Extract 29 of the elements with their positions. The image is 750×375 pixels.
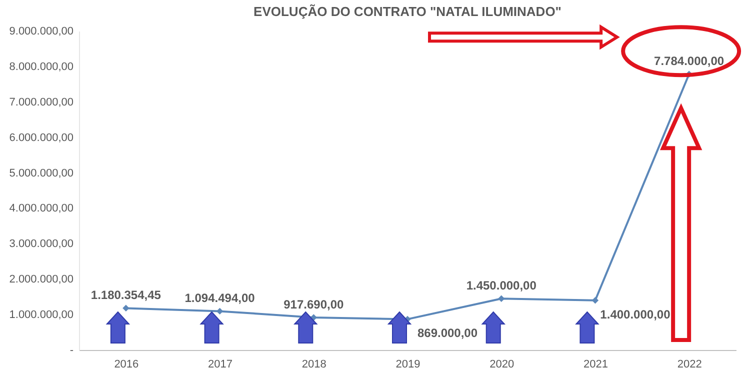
data-label: 917.690,00 [284, 297, 344, 312]
data-label: 1.180.354,45 [90, 288, 162, 302]
data-label: 1.400.000,00 [600, 307, 671, 322]
point [592, 297, 599, 304]
x-tick-label: 2020 [490, 358, 514, 370]
x-tick-label: 2017 [208, 358, 233, 370]
x-tick-label: 2022 [677, 358, 702, 370]
point [122, 304, 130, 312]
chart-title: EVOLUÇÃO DO CONTRATO "NATAL ILUMINADO" [254, 4, 562, 19]
y-tick-label: 8.000.000,00 [9, 60, 74, 73]
x-tick-label: 2019 [396, 358, 420, 370]
x-tick-label: 2018 [302, 358, 326, 370]
data-label: 1.450.000,00 [466, 278, 537, 293]
y-tick-label: 4.000.000,00 [9, 202, 74, 215]
point [216, 308, 224, 315]
data-label: 1.094.494,00 [184, 291, 256, 306]
point [498, 295, 505, 302]
y-tick-label: - [70, 344, 74, 356]
y-tick-label: 7.000.000,00 [9, 96, 74, 108]
y-tick-label: 6.000.000,00 [9, 132, 74, 144]
data-label: 7.784.000,00 [654, 54, 724, 68]
x-tick-label: 2021 [583, 358, 608, 370]
y-tick-label: 9.000.000,00 [9, 26, 74, 38]
y-tick-label: 2.000.000,00 [9, 274, 74, 286]
y-tick-label: 5.000.000,00 [9, 167, 74, 180]
y-tick-label: 3.000.000,00 [9, 238, 74, 250]
data-label: 869.000,00 [417, 326, 478, 340]
x-tick-label: 2016 [114, 358, 139, 370]
y-tick-label: 1.000.000,00 [9, 309, 74, 322]
